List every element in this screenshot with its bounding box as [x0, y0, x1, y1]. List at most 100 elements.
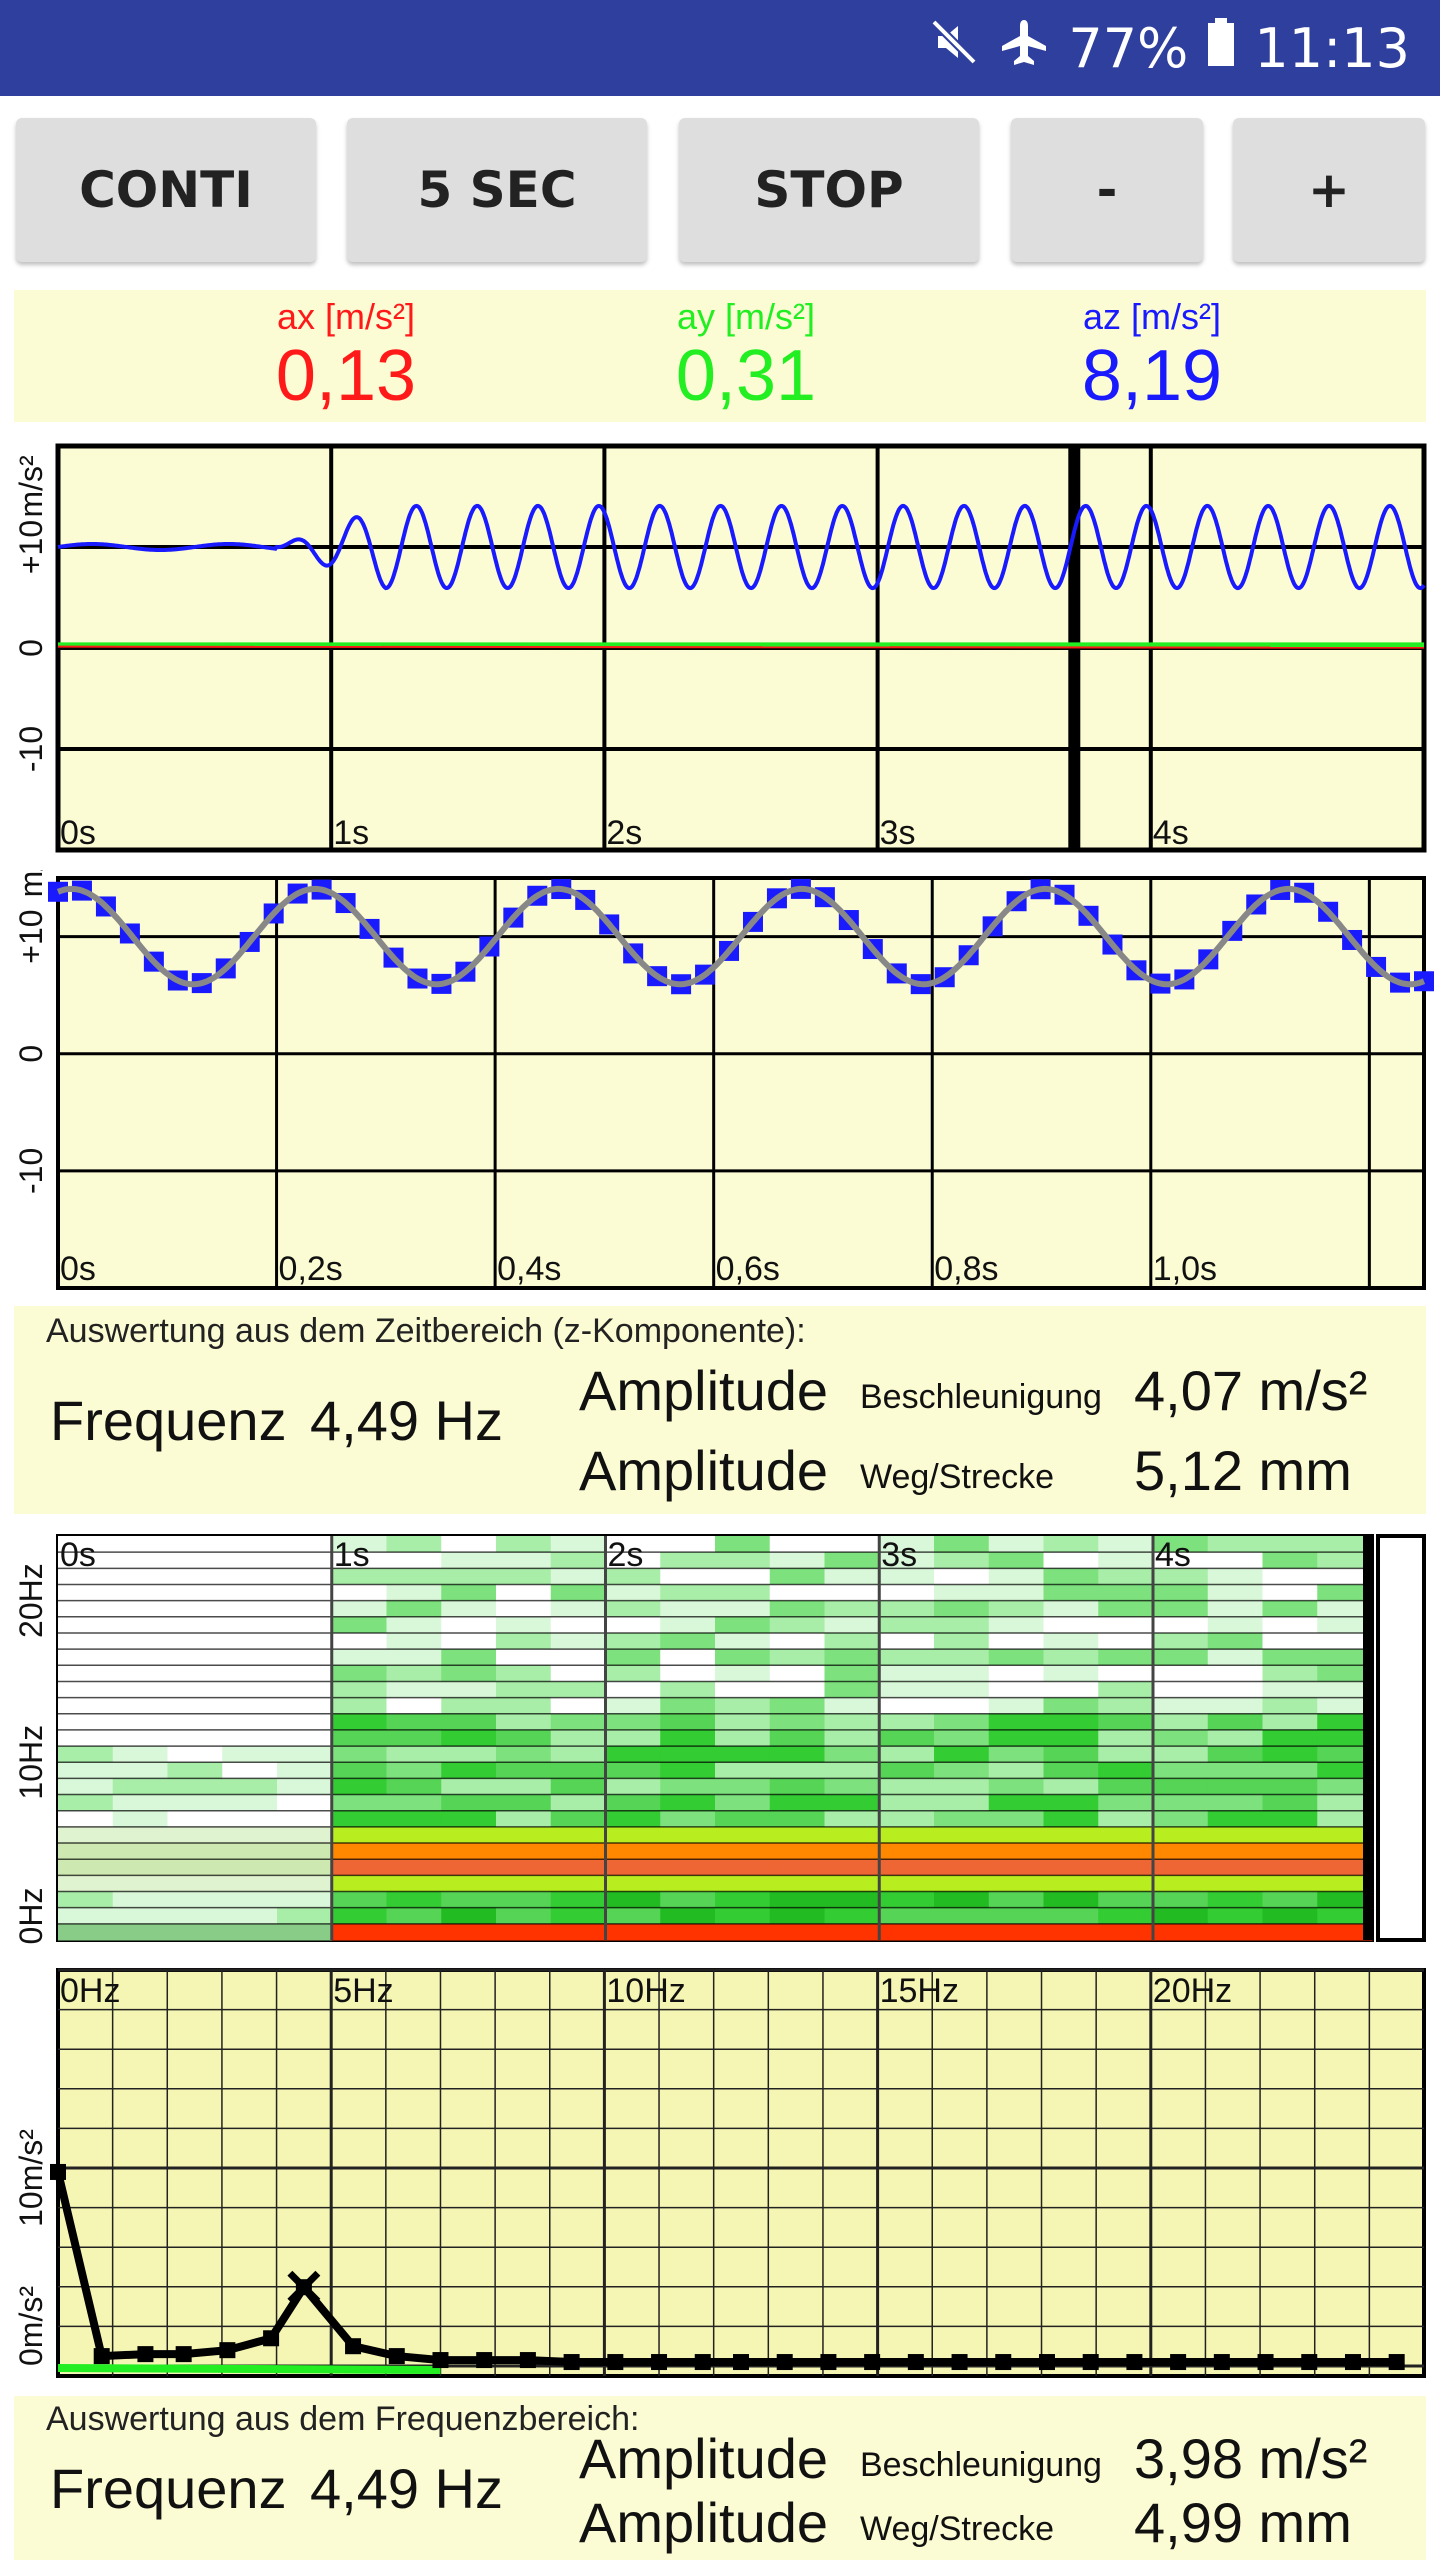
spectrogram-cell: [496, 1826, 552, 1844]
spectrogram-cell: [1098, 1681, 1154, 1699]
spectrogram-cell: [1043, 1907, 1099, 1925]
spectrogram-cell: [988, 1762, 1044, 1779]
y-tick-label: +10: [13, 520, 49, 574]
spectrogram-cell: [1043, 1746, 1099, 1763]
freq-accel-label: Beschleunigung: [860, 2446, 1102, 2484]
spectrogram-cell: [934, 1568, 990, 1585]
spectrogram-cell: [1207, 1616, 1263, 1634]
spectrogram-cell: [824, 1665, 880, 1682]
spectrogram-cell: [331, 1632, 387, 1650]
spectrogram-cell: [1043, 1552, 1099, 1569]
spectrogram-cell: [222, 1552, 278, 1569]
spectrogram-cell: [988, 1681, 1044, 1699]
spectrogram-cell: [769, 1568, 825, 1585]
spectrogram-cell: [1043, 1536, 1099, 1553]
spectrogram-cell: [769, 1632, 825, 1650]
spectrogram-cell: [1262, 1778, 1318, 1796]
stop-button[interactable]: STOP: [679, 118, 979, 262]
spectrogram-cell: [1153, 1891, 1209, 1909]
spectrogram-cell: [331, 1875, 387, 1893]
spectrogram-cell: [879, 1746, 935, 1763]
spectrogram-cell: [441, 1665, 497, 1682]
conti-button[interactable]: CONTI: [16, 118, 316, 262]
spectrogram-cell: [441, 1859, 497, 1876]
spectrogram-cell: [58, 1536, 114, 1553]
spectrogram-cell: [1262, 1746, 1318, 1763]
freq-disp-label: Weg/Strecke: [860, 2510, 1055, 2548]
spectrogram-cell: [222, 1907, 278, 1925]
spectrogram-cell: [934, 1907, 990, 1925]
spectrogram-cell: [988, 1891, 1044, 1909]
spectrogram-cell: [1098, 1794, 1154, 1812]
spectrogram-cell: [1153, 1568, 1209, 1585]
spectrogram-cell: [1207, 1746, 1263, 1763]
spectrogram-cell: [605, 1616, 661, 1634]
minus-button[interactable]: -: [1011, 118, 1203, 262]
spectrogram-cell: [715, 1649, 771, 1666]
spectrogram-cell: [1153, 1810, 1209, 1828]
spectrogram-cell: [1098, 1729, 1154, 1747]
spectrogram-cell: [441, 1536, 497, 1553]
spectrogram-cell: [1317, 1697, 1373, 1715]
spectrogram-cell: [1043, 1713, 1099, 1731]
spectrogram-cell: [988, 1713, 1044, 1731]
x-tick-label: 1,0s: [1153, 1250, 1217, 1288]
spectrum-point: [1257, 2354, 1274, 2371]
spectrogram-cell: [1043, 1891, 1099, 1909]
spectrogram-cell: [1043, 1826, 1099, 1844]
spectrum-point: [519, 2352, 536, 2369]
spectrogram-cell: [112, 1794, 168, 1812]
spectrogram-cell: [715, 1923, 771, 1941]
spectrogram-cell: [1043, 1729, 1099, 1747]
spectrogram-cell: [550, 1891, 606, 1909]
spectrogram-cell: [112, 1891, 168, 1909]
spectrogram-cell: [605, 1923, 661, 1941]
spectrogram-cell: [988, 1616, 1044, 1634]
spectrogram-cell: [550, 1762, 606, 1779]
spectrogram-cell: [277, 1681, 333, 1699]
spectrogram-cell: [934, 1713, 990, 1731]
spectrogram-cell: [331, 1907, 387, 1925]
spectrogram-cell: [386, 1859, 442, 1876]
spectrogram-cell: [1262, 1681, 1318, 1699]
spectrogram-cell: [824, 1729, 880, 1747]
spectrogram-cell: [331, 1794, 387, 1812]
x-tick-label: 15Hz: [880, 1972, 959, 2010]
spectrogram-cell: [441, 1794, 497, 1812]
spectrogram-cell: [496, 1746, 552, 1763]
plus-button[interactable]: +: [1233, 118, 1425, 262]
spectrogram-cell: [1262, 1843, 1318, 1860]
spectrum-point: [1301, 2354, 1318, 2371]
spectrogram-cell: [331, 1568, 387, 1585]
spectrogram-cell: [1207, 1713, 1263, 1731]
spectrum-point: [1344, 2354, 1361, 2371]
spectrogram-cell: [58, 1552, 114, 1569]
spectrogram-cell: [386, 1746, 442, 1763]
spectrogram-cell: [277, 1649, 333, 1666]
spectrogram-cell: [715, 1681, 771, 1699]
five-sec-button[interactable]: 5 SEC: [347, 118, 647, 262]
spectrogram-cell: [605, 1632, 661, 1650]
spectrogram-cell: [112, 1681, 168, 1699]
spectrogram-cell: [1207, 1875, 1263, 1893]
spectrogram-cell: [386, 1713, 442, 1731]
spectrogram-cell: [1317, 1794, 1373, 1812]
spectrogram-cell: [167, 1794, 223, 1812]
battery-icon: [1206, 16, 1236, 81]
spectrogram-cell: [879, 1859, 935, 1876]
series-fit-line: [56, 885, 1426, 988]
y-tick-label: 20Hz: [13, 1563, 49, 1638]
spectrogram-cell: [715, 1778, 771, 1796]
spectrogram-cell: [222, 1762, 278, 1779]
time-eval-title: Auswertung aus dem Zeitbereich (z-Kompon…: [46, 1312, 806, 1350]
spectrogram-cell: [824, 1778, 880, 1796]
spectrogram-cell: [58, 1584, 114, 1602]
spectrogram-cell: [167, 1810, 223, 1828]
spectrogram-cell: [988, 1665, 1044, 1682]
spectrogram-cell: [441, 1584, 497, 1602]
time-accel-label: Beschleunigung: [860, 1378, 1102, 1416]
spectrogram-cell: [660, 1632, 716, 1650]
spectrogram-cell: [386, 1762, 442, 1779]
spectrogram-cell: [441, 1778, 497, 1796]
spectrogram-cell: [386, 1616, 442, 1634]
